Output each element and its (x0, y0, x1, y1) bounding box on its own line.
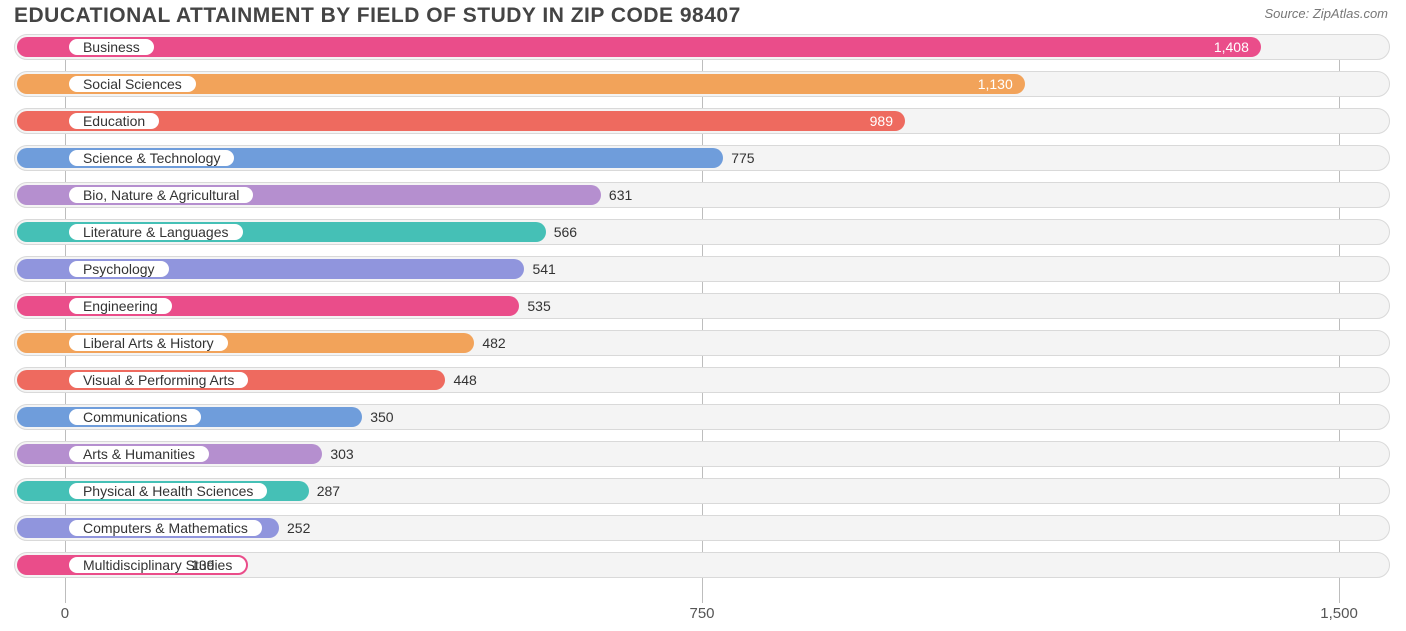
value-label: 566 (546, 219, 577, 245)
value-label: 541 (524, 256, 555, 282)
value-label: 482 (474, 330, 505, 356)
category-pill: Multidisciplinary Studies (67, 555, 248, 575)
value-label: 303 (322, 441, 353, 467)
category-pill: Computers & Mathematics (67, 518, 264, 538)
category-pill: Visual & Performing Arts (67, 370, 250, 390)
source-attribution: Source: ZipAtlas.com (1264, 4, 1388, 21)
x-tick-label: 750 (689, 605, 714, 622)
category-pill: Bio, Nature & Agricultural (67, 185, 255, 205)
category-pill: Liberal Arts & History (67, 333, 230, 353)
x-tick-label: 0 (61, 605, 69, 622)
x-tick-label: 1,500 (1320, 605, 1358, 622)
x-axis: 0 750 1,500 (14, 605, 1390, 627)
category-pill: Psychology (67, 259, 171, 279)
value-label: 1,408 (14, 34, 1261, 60)
category-pill: Literature & Languages (67, 222, 245, 242)
header: EDUCATIONAL ATTAINMENT BY FIELD OF STUDY… (0, 0, 1406, 28)
value-label: 775 (723, 145, 754, 171)
category-pill: Physical & Health Sciences (67, 481, 269, 501)
value-label: 350 (362, 404, 393, 430)
value-label: 535 (519, 293, 550, 319)
category-pill: Science & Technology (67, 148, 237, 168)
category-pill: Arts & Humanities (67, 444, 211, 464)
chart-area: Business1,408Social Sciences1,130Educati… (14, 34, 1390, 603)
value-label: 989 (14, 108, 905, 134)
value-label: 631 (601, 182, 632, 208)
value-label: 287 (309, 478, 340, 504)
value-label: 448 (445, 367, 476, 393)
value-label: 252 (279, 515, 310, 541)
plot: Business1,408Social Sciences1,130Educati… (14, 34, 1390, 603)
category-pill: Engineering (67, 296, 174, 316)
chart-title: EDUCATIONAL ATTAINMENT BY FIELD OF STUDY… (14, 4, 741, 28)
value-label: 139 (183, 552, 214, 578)
category-pill: Communications (67, 407, 203, 427)
value-label: 1,130 (14, 71, 1025, 97)
